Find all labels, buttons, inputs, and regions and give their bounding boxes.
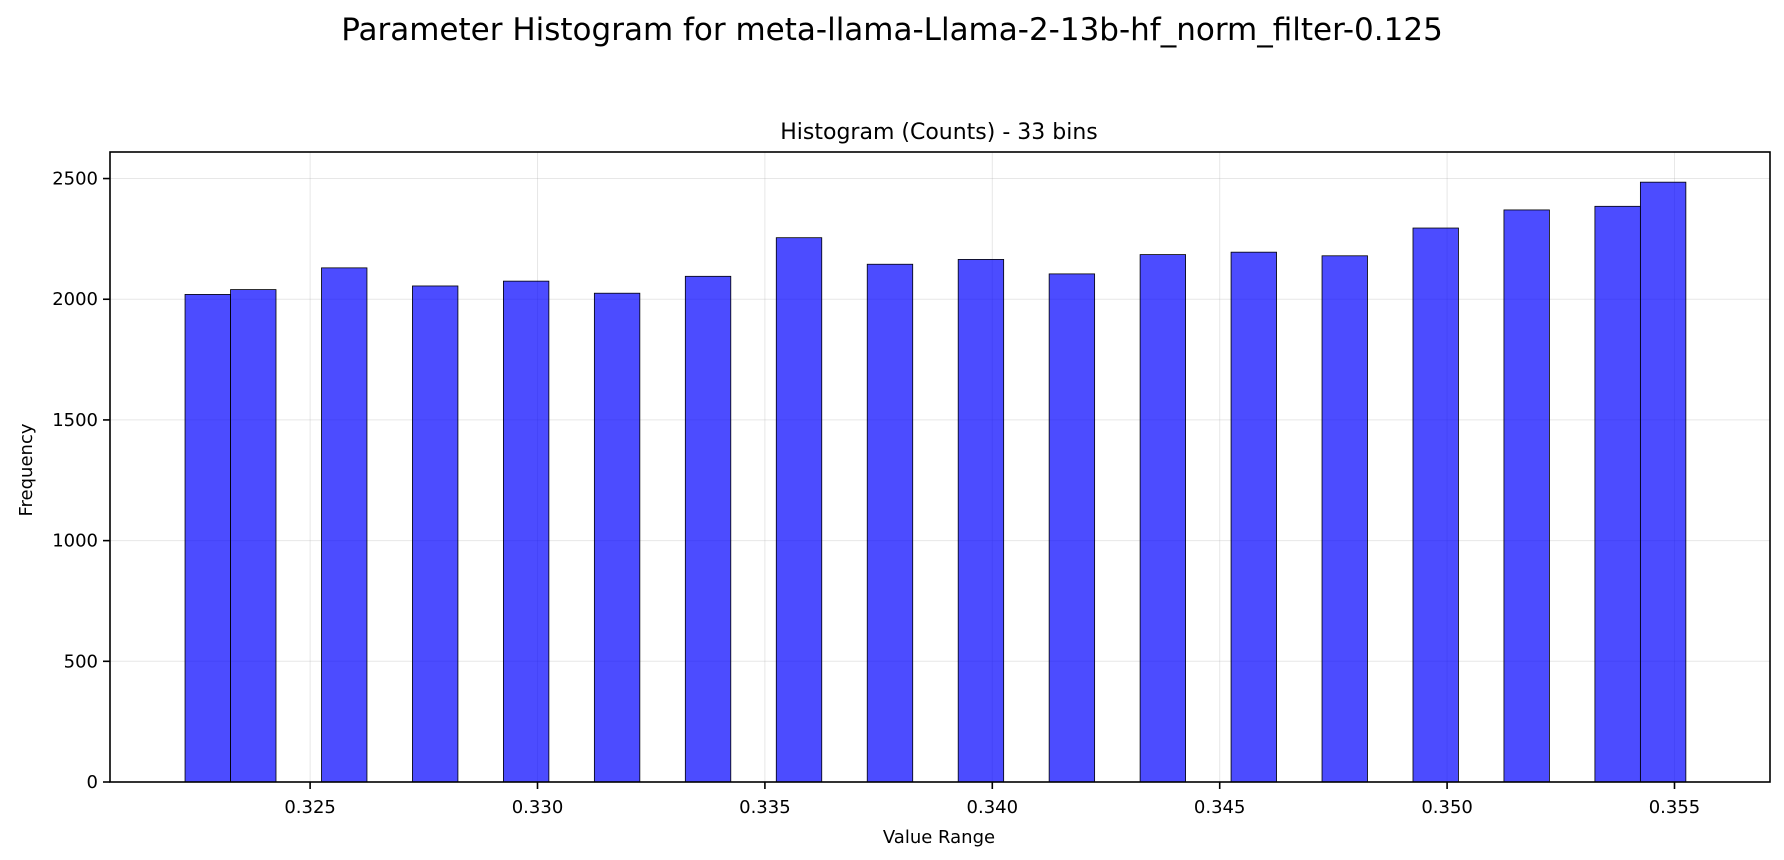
y-axis-label: Frequency (16, 423, 37, 516)
histogram-bar (321, 267, 368, 783)
histogram-bar (957, 259, 1005, 783)
x-tick-label: 0.345 (1194, 797, 1246, 818)
x-axis-ticks: 0.325 0.330 0.335 0.340 0.345 0.350 0.355 (284, 782, 1700, 818)
plot-frame (109, 151, 1771, 783)
y-tick-label: 0 (87, 772, 98, 793)
histogram-bar (1321, 255, 1368, 783)
y-tick-label: 2000 (52, 289, 98, 310)
y-tick-label: 1500 (52, 410, 98, 431)
figure-suptitle: Parameter Histogram for meta-llama-Llama… (341, 12, 1443, 48)
histogram-bar (502, 280, 550, 783)
x-tick-label: 0.350 (1421, 797, 1473, 818)
y-axis-ticks: 0 500 1000 1500 2000 2500 (52, 169, 110, 793)
histogram-bar (866, 263, 914, 783)
histogram-bar (593, 292, 641, 783)
x-tick-label: 0.330 (512, 797, 564, 818)
x-tick-label: 0.340 (967, 797, 1019, 818)
histogram-bar (1594, 205, 1641, 783)
histogram-bar (775, 237, 823, 783)
bars (184, 181, 1687, 783)
x-tick-label: 0.355 (1649, 797, 1701, 818)
histogram-bar (1048, 273, 1096, 783)
histogram-bar (184, 294, 231, 783)
histogram-bar (684, 275, 732, 783)
histogram-bar (1503, 209, 1550, 783)
histogram-bar (1139, 254, 1186, 783)
y-tick-label: 500 (64, 651, 98, 672)
histogram-bar (1639, 181, 1687, 783)
histogram-bar (412, 285, 459, 783)
histogram-bar (230, 289, 277, 783)
y-tick-label: 2500 (52, 169, 98, 190)
x-tick-label: 0.325 (284, 797, 336, 818)
x-axis-label: Value Range (883, 827, 995, 848)
histogram-bar (1230, 251, 1277, 783)
histogram-bar (1412, 227, 1459, 783)
x-tick-label: 0.335 (739, 797, 791, 818)
chart-title: Histogram (Counts) - 33 bins (780, 120, 1097, 145)
y-tick-label: 1000 (52, 531, 98, 552)
